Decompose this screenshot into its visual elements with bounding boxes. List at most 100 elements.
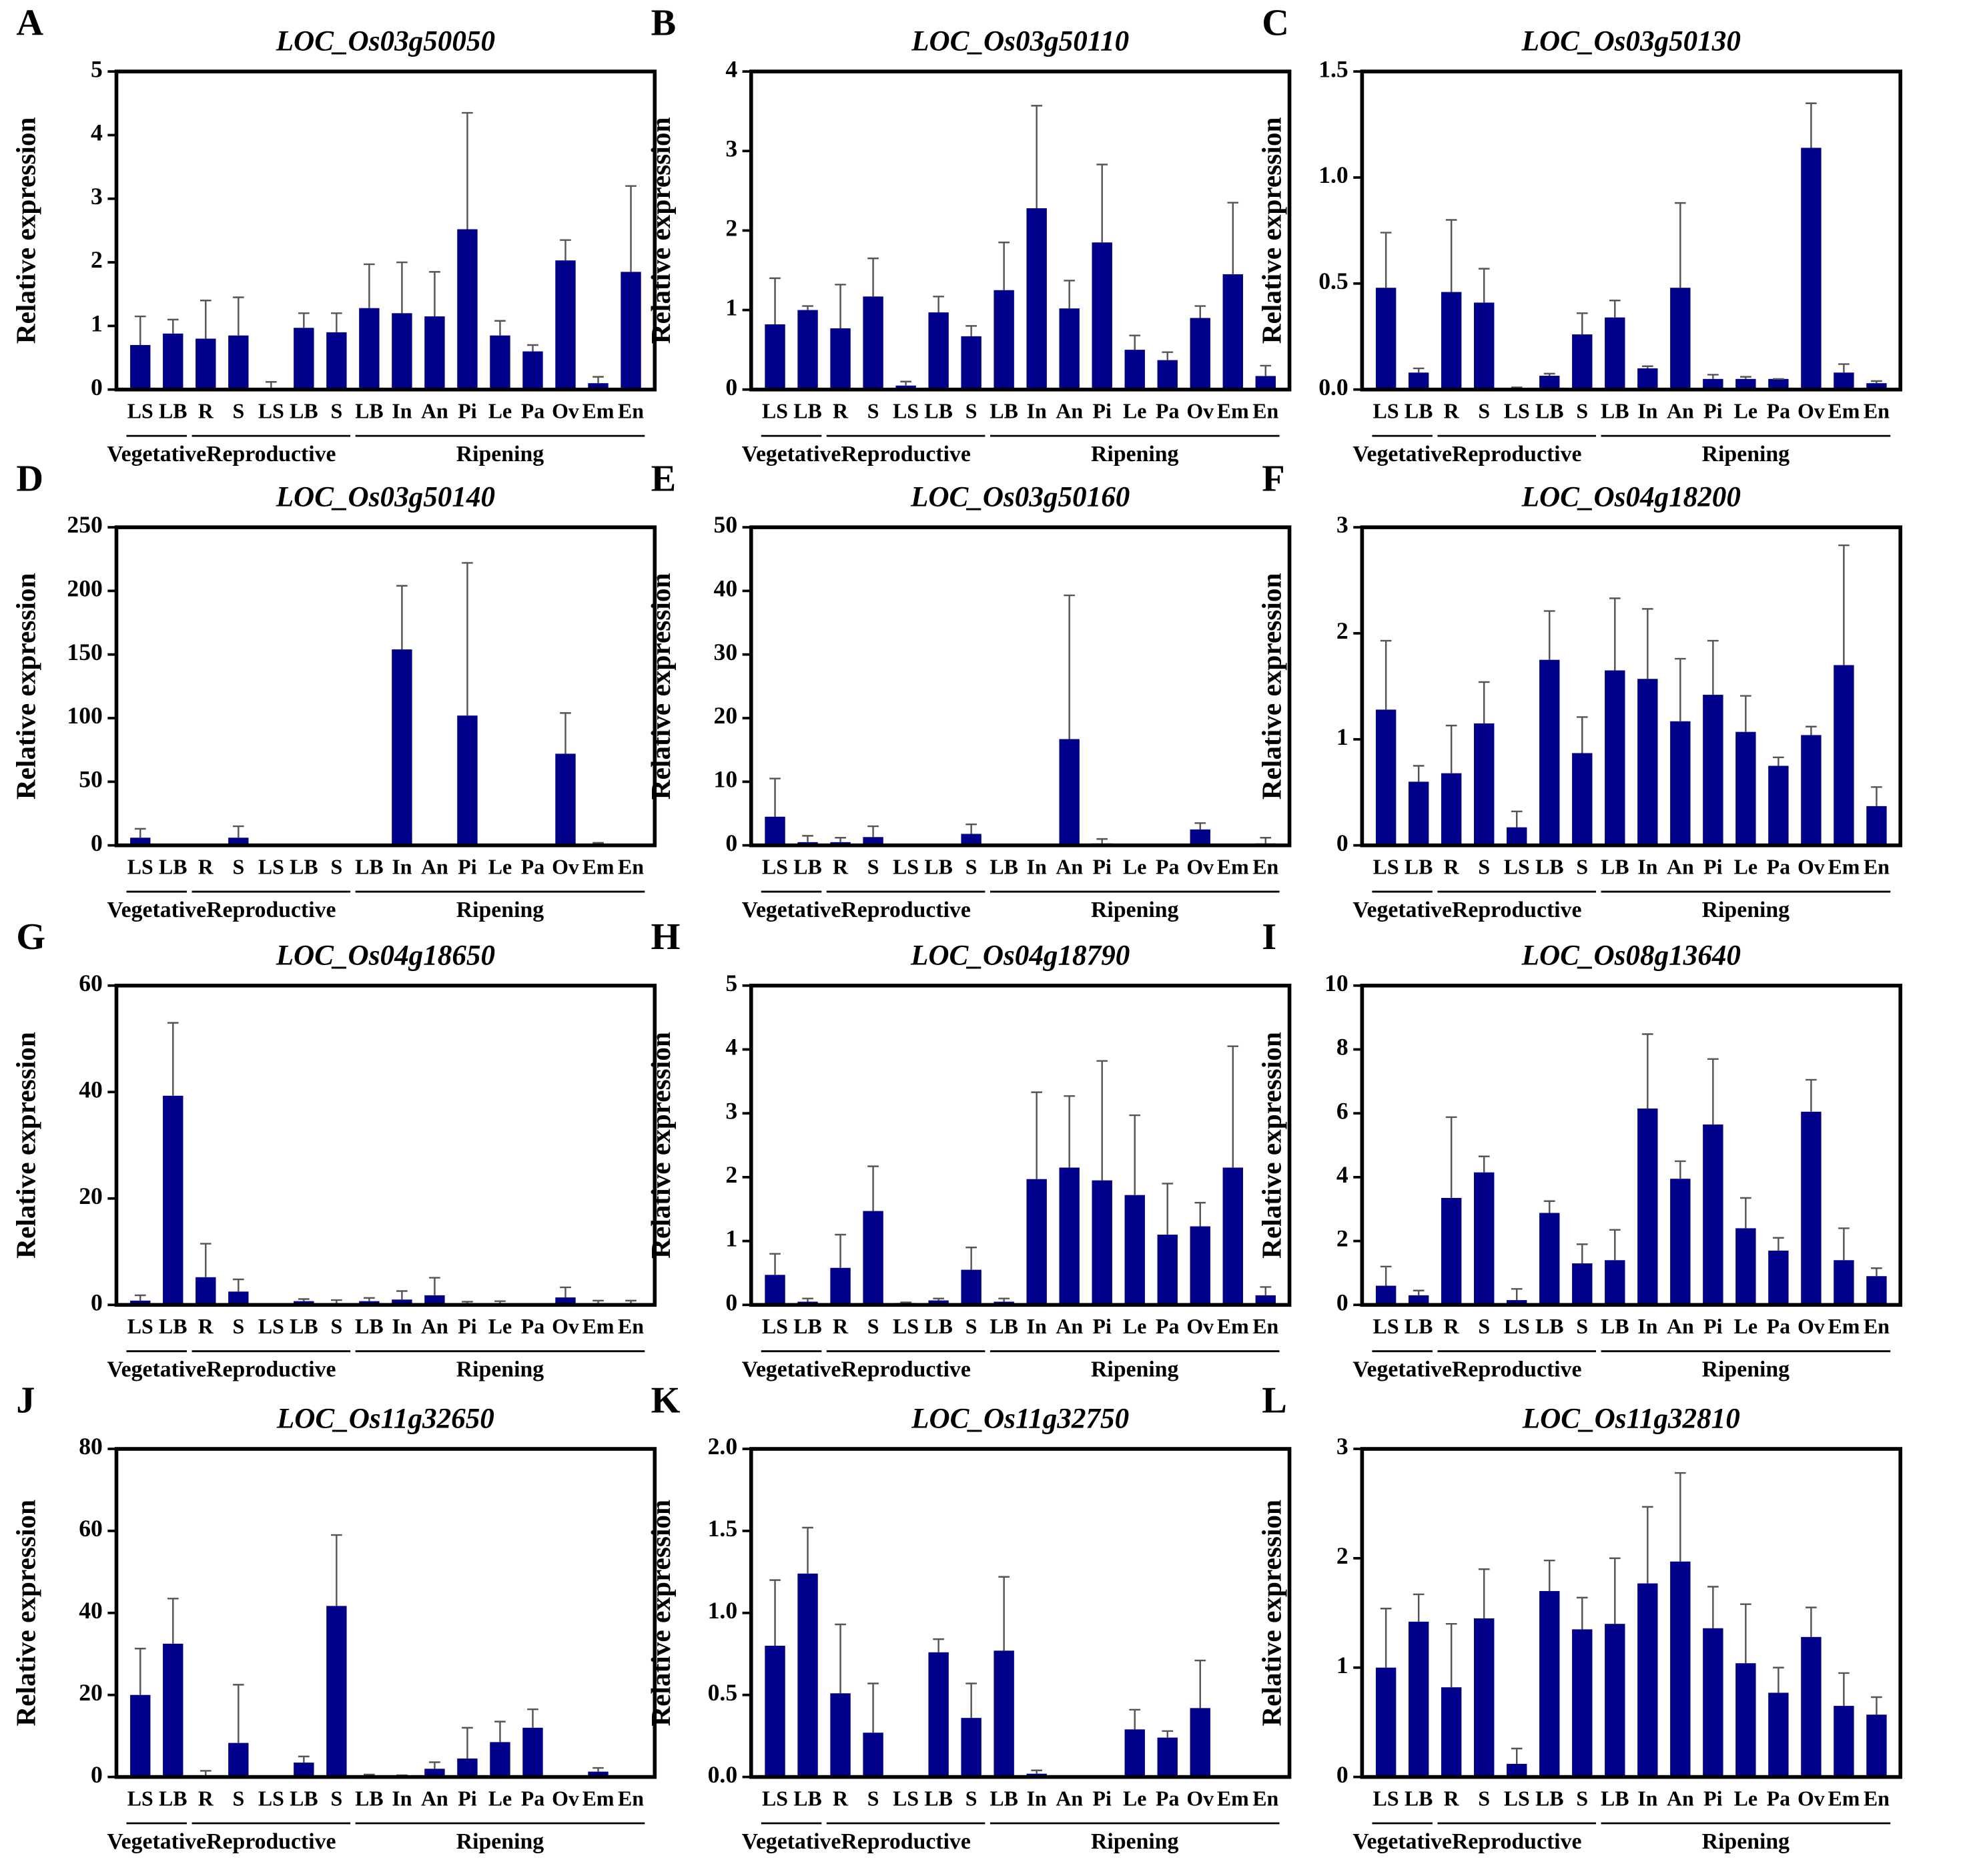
error-bar (802, 305, 813, 310)
bar (1866, 1714, 1887, 1777)
x-tick-label: En (1252, 1787, 1278, 1811)
x-tick-label: Pa (521, 856, 544, 879)
x-tick-label: Ov (552, 1315, 579, 1338)
y-tick-label: 2 (91, 246, 103, 273)
panel-letter: G (16, 916, 45, 958)
chart-title: LOC_Os03g50130 (1521, 26, 1741, 57)
error-bar (1773, 1237, 1784, 1251)
plot-frame (749, 525, 1292, 848)
y-tick-label: 200 (67, 575, 102, 602)
x-tick-label: LS (893, 1787, 919, 1811)
x-tick-label: Le (488, 856, 512, 879)
error-bar (1707, 639, 1719, 695)
x-tick-label: R (833, 1315, 849, 1338)
bar (1059, 308, 1080, 390)
y-tick-label: 2 (1336, 1542, 1348, 1569)
bar (130, 1300, 151, 1305)
x-tick-label: Le (1734, 400, 1757, 423)
bar (1507, 1300, 1527, 1305)
error-bar (769, 777, 781, 817)
group-label: Vegetative (1352, 1829, 1452, 1854)
x-tick-label: LS (258, 1315, 284, 1338)
x-tick-label: En (1864, 400, 1890, 423)
x-tick-label: An (1056, 856, 1083, 879)
y-axis-label: Relative expression (11, 1032, 41, 1259)
x-tick-label: Ov (1798, 400, 1825, 423)
x-tick-label: Em (582, 1315, 615, 1338)
error-bar (900, 1301, 911, 1303)
y-tick-label: 5 (725, 970, 737, 996)
x-tick-label: In (392, 400, 412, 423)
error-bar (965, 823, 977, 834)
error-bar (298, 1298, 310, 1301)
error-bar (1194, 305, 1206, 318)
error-bar (1194, 1201, 1206, 1227)
x-tick-label: In (392, 856, 412, 879)
error-bar (1740, 376, 1751, 379)
error-bar (1064, 594, 1076, 739)
error-bar (1129, 1708, 1141, 1730)
y-tick-label: 1.5 (708, 1515, 738, 1542)
error-bar (429, 271, 440, 317)
y-axis-label: Relative expression (11, 117, 41, 344)
chart-title: LOC_Os08g13640 (1521, 940, 1741, 971)
x-tick-label: S (330, 400, 342, 423)
x-tick-label: Pi (458, 1315, 476, 1338)
bar (1572, 753, 1593, 846)
error-bar (1806, 1606, 1817, 1637)
bar (326, 332, 347, 390)
x-tick-label: LB (290, 1787, 318, 1811)
x-tick-label: S (1576, 1787, 1588, 1811)
bar (555, 1297, 576, 1305)
y-tick-label: 2 (1336, 617, 1348, 644)
x-tick-label: S (330, 1787, 342, 1811)
bar (961, 1269, 982, 1305)
x-tick-label: Pa (521, 1787, 544, 1811)
y-axis-label: Relative expression (645, 573, 676, 800)
x-tick-label: LB (793, 1315, 822, 1338)
x-tick-label: Ov (552, 400, 579, 423)
y-tick-label: 60 (79, 1515, 103, 1542)
bar (457, 715, 478, 846)
x-tick-label: An (421, 1787, 448, 1811)
bar (555, 260, 576, 390)
error-bar (1806, 1078, 1817, 1112)
panel-letter: F (1262, 458, 1284, 499)
group-label: Reproductive (206, 442, 336, 466)
x-tick-label: Em (582, 400, 615, 423)
x-tick-label: S (965, 1787, 977, 1811)
error-bar (167, 1598, 179, 1644)
error-bar (200, 1243, 212, 1277)
y-tick-label: 0 (91, 1761, 103, 1788)
bar (228, 1743, 249, 1777)
bar (424, 1769, 445, 1777)
error-bar (625, 185, 637, 272)
error-bar (1445, 1116, 1457, 1198)
plot-frame (114, 983, 657, 1307)
group-label: Reproductive (841, 1357, 970, 1381)
x-tick-label: LS (258, 1787, 284, 1811)
error-bar (1576, 312, 1588, 335)
x-tick-label: Pa (1156, 1315, 1179, 1338)
x-tick-label: S (965, 856, 977, 879)
error-bar (429, 1761, 440, 1769)
x-tick-label: In (1637, 856, 1657, 879)
x-tick-label: En (1252, 400, 1278, 423)
x-tick-label: En (1252, 1315, 1278, 1338)
bar (1703, 1628, 1723, 1777)
chart-title: LOC_Os04g18790 (910, 940, 1130, 971)
bar (1408, 1295, 1429, 1305)
x-tick-label: Le (1123, 856, 1146, 879)
error-bar (134, 1294, 146, 1301)
x-tick-label: LS (1504, 400, 1530, 423)
x-tick-label: Pi (1093, 1787, 1112, 1811)
plot-frame (114, 525, 657, 848)
error-bar (1707, 1058, 1719, 1125)
error-bar (900, 380, 911, 386)
x-tick-label: LS (258, 856, 284, 879)
chart-title: LOC_Os11g32650 (276, 1403, 494, 1435)
error-bar (1162, 351, 1174, 360)
error-bar (167, 1022, 179, 1096)
group-label: Ripening (456, 442, 544, 466)
bar (928, 1652, 949, 1777)
